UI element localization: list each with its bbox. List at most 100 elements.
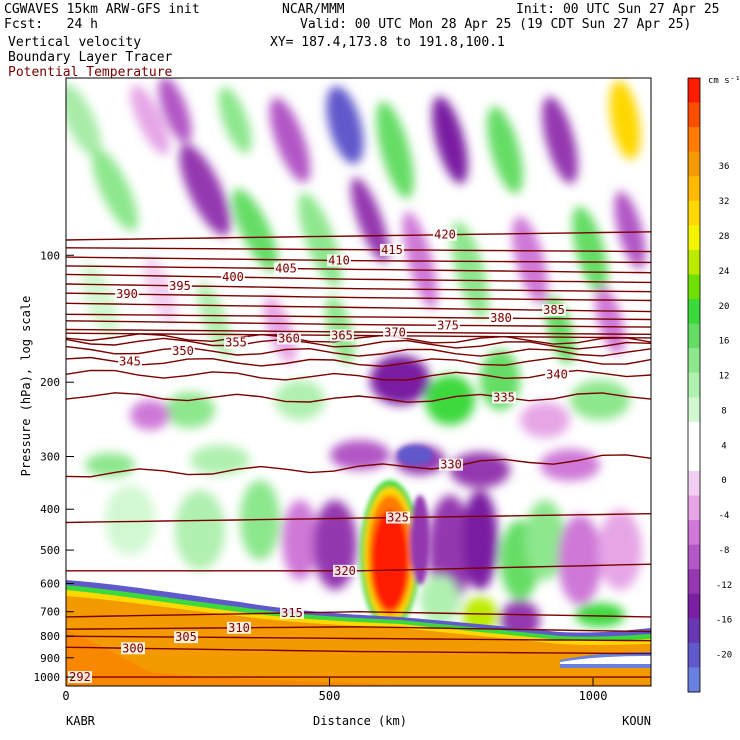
x-tick-label: 0 bbox=[62, 689, 69, 703]
colorbar-swatch bbox=[688, 470, 700, 497]
theta-label: 415 bbox=[381, 243, 403, 257]
theta-label-bg bbox=[386, 511, 410, 524]
theta-label-bg bbox=[383, 326, 407, 339]
theta-line bbox=[66, 273, 651, 284]
theta-line bbox=[66, 292, 651, 302]
colorbar-tick-label: 0 bbox=[721, 476, 726, 486]
theta-line bbox=[66, 313, 651, 321]
theta-label: 375 bbox=[437, 318, 459, 332]
organization: NCAR/MMM bbox=[282, 2, 345, 17]
theta-label: 340 bbox=[546, 367, 568, 381]
init-time: Init: 00 UTC Sun 27 Apr 25 bbox=[516, 2, 720, 17]
theta-line bbox=[66, 283, 651, 293]
colorbar-swatch bbox=[688, 323, 700, 349]
colorbar-tick-label: -4 bbox=[719, 511, 730, 521]
theta-line bbox=[66, 563, 651, 572]
colorbar-swatch bbox=[688, 348, 700, 374]
y-tick-label: 100 bbox=[40, 249, 60, 262]
x-tick-label: 500 bbox=[319, 689, 341, 703]
theta-isentropes bbox=[66, 231, 651, 678]
colorbar-tick-label: 12 bbox=[719, 372, 730, 382]
theta-label-bg bbox=[436, 319, 460, 332]
theta-label-bg bbox=[542, 304, 566, 317]
theta-line bbox=[66, 513, 651, 524]
theta-label: 310 bbox=[228, 621, 250, 635]
theta-label-bg bbox=[380, 243, 404, 256]
theta-line bbox=[66, 626, 651, 633]
theta-label-bg bbox=[330, 329, 354, 342]
colorbar-tick-label: 36 bbox=[719, 162, 730, 172]
theta-line bbox=[66, 265, 651, 274]
theta-label-bg bbox=[274, 262, 298, 275]
colorbar-tick-label: 20 bbox=[719, 302, 730, 312]
theta-label: 380 bbox=[490, 311, 512, 325]
theta-label: 325 bbox=[387, 511, 409, 525]
theta-line bbox=[66, 333, 651, 345]
theta-label: 320 bbox=[334, 564, 356, 578]
theta-label: 390 bbox=[116, 287, 138, 301]
valid-time: Valid: 00 UTC Mon 28 Apr 25 (19 CDT Sun … bbox=[300, 17, 692, 32]
colorbar-swatch bbox=[688, 618, 700, 644]
model-title: CGWAVES 15km ARW-GFS init bbox=[4, 2, 200, 17]
theta-label: 360 bbox=[278, 331, 300, 345]
y-tick-label: 1000 bbox=[34, 671, 61, 684]
theta-label-bg bbox=[277, 332, 301, 345]
y-tick-label: 300 bbox=[40, 451, 60, 464]
theta-line bbox=[66, 247, 651, 253]
theta-label-bg bbox=[433, 228, 457, 241]
theta-label: 395 bbox=[169, 279, 191, 293]
theta-line bbox=[66, 392, 651, 403]
theta-label-bg bbox=[333, 564, 357, 577]
colorbar-swatch bbox=[688, 446, 700, 472]
colorbar-frame bbox=[687, 77, 701, 693]
theta-label-bg bbox=[221, 271, 245, 284]
colorbar-swatch bbox=[688, 593, 700, 619]
y-tick-label: 400 bbox=[40, 503, 60, 516]
theta-labels: 292 300 305 310 315 320 325 330 335 340 345 350 355 3… bbox=[68, 228, 569, 684]
colorbar-swatch bbox=[688, 249, 700, 275]
colorbar-swatch bbox=[688, 569, 700, 595]
colorbar-swatch bbox=[688, 274, 700, 300]
theta-label-bg bbox=[224, 336, 248, 349]
theta-line bbox=[66, 610, 651, 618]
colorbar-tick-label: 16 bbox=[719, 337, 730, 347]
theta-label: 292 bbox=[69, 670, 91, 684]
colorbar-swatch bbox=[688, 372, 700, 398]
colorbar-tick-label: -20 bbox=[716, 651, 732, 661]
theta-label-bg bbox=[439, 458, 463, 471]
theta-line bbox=[66, 328, 651, 335]
theta-label: 410 bbox=[328, 253, 350, 267]
y-tick-label: 900 bbox=[40, 652, 60, 665]
theta-line bbox=[66, 635, 651, 642]
theta-line bbox=[66, 256, 651, 264]
theta-label-bg bbox=[327, 254, 351, 267]
x-axis: 0 500 1000 bbox=[62, 678, 607, 703]
colorbar-swatch bbox=[688, 397, 700, 423]
colorbar-tick-label: 32 bbox=[719, 197, 730, 207]
theta-label: 405 bbox=[275, 262, 297, 276]
theta-label: 335 bbox=[493, 391, 515, 405]
colorbar-tick-label: 4 bbox=[721, 441, 726, 451]
field-boundary-layer-tracer: Boundary Layer Tracer bbox=[8, 50, 173, 65]
colorbar-swatch bbox=[688, 151, 700, 177]
colorbar-swatch bbox=[688, 102, 700, 128]
colorbar-tick-label: 8 bbox=[721, 406, 726, 416]
theta-label-bg bbox=[68, 671, 92, 684]
y-tick-label: 600 bbox=[40, 577, 60, 590]
theta-line bbox=[66, 332, 651, 339]
colorbar-tick-label: 24 bbox=[719, 267, 730, 277]
theta-label: 315 bbox=[281, 606, 303, 620]
y-tick-label: 200 bbox=[40, 376, 60, 389]
theta-label: 350 bbox=[172, 344, 194, 358]
y-tick-label: 500 bbox=[40, 544, 60, 557]
theta-label-bg bbox=[121, 642, 145, 655]
velocity-field bbox=[66, 78, 651, 686]
theta-label: 300 bbox=[122, 641, 144, 655]
theta-label: 400 bbox=[222, 270, 244, 284]
theta-line bbox=[66, 337, 651, 350]
theta-line bbox=[66, 231, 651, 241]
colorbar-swatch bbox=[688, 200, 700, 226]
colorbar-tick-label: -16 bbox=[716, 616, 732, 626]
y-axis: 100 200 300 400 500 600 700 800 900 1000 bbox=[34, 249, 74, 684]
